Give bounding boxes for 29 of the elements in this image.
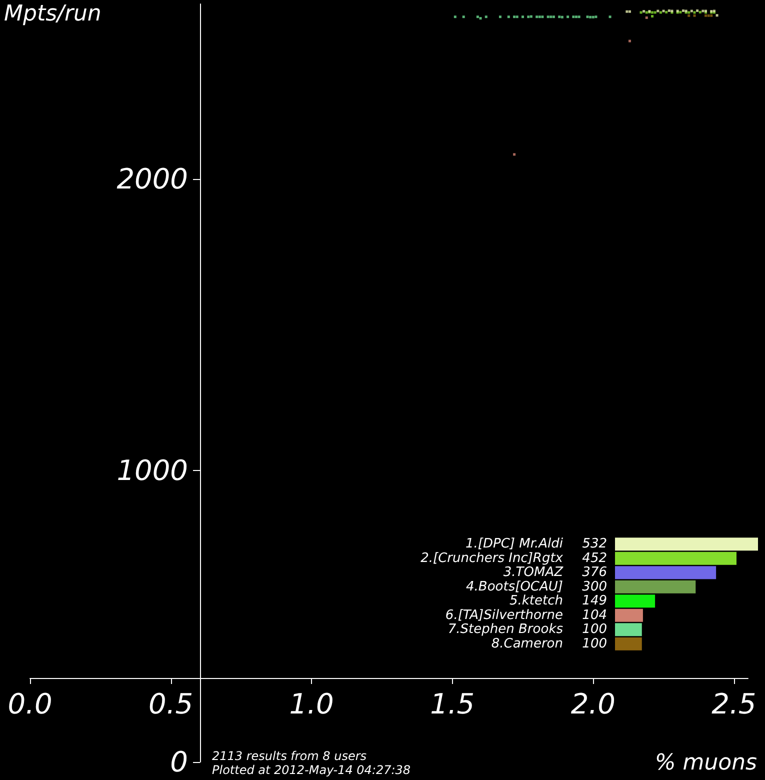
y-tick-label: 1.[DPC] Mr.Aldi <box>466 536 564 552</box>
y-tick-label: 2.[Crunchers Inc]Rgtx <box>420 550 564 566</box>
x-axis-title: % muons <box>654 750 758 776</box>
data-label: 149 <box>582 594 607 609</box>
data-label: 376 <box>582 565 607 580</box>
y-tick-label: 4.Boots[OCAU] <box>466 579 563 594</box>
data-label: 532 <box>582 536 607 552</box>
y-tick-label: 6.[TA]Silverthorne <box>445 608 563 623</box>
data-label: 104 <box>582 608 607 623</box>
data-label: 100 <box>582 636 607 652</box>
y-tick-label: 8.Cameron <box>491 636 563 652</box>
x-tick-label: 2.5 <box>712 688 756 720</box>
x-tick-label: 2.0 <box>570 688 616 720</box>
annotation: 2113 results from 8 users <box>212 749 367 763</box>
text: Plotted at 2012-May-14 04:27:38 <box>212 763 411 777</box>
x-tick-label: 0.0 <box>8 688 52 720</box>
x-tick-label: 1.5 <box>430 688 475 720</box>
x-tick-label: 0.5 <box>148 688 194 720</box>
y-axis-title: Mpts/run <box>4 2 102 26</box>
x-tick-label: 1.0 <box>289 688 334 720</box>
data-label: 100 <box>582 622 607 638</box>
y-tick-label: 1000 <box>116 454 188 487</box>
y-tick-label: 2000 <box>116 162 188 196</box>
y-tick-label: 5.ktetch <box>509 594 563 609</box>
data-label: 452 <box>582 550 607 566</box>
data-label: 300 <box>582 579 607 594</box>
y-tick-label: 0 <box>170 746 188 778</box>
y-tick-label: 7.Stephen Brooks <box>448 622 564 638</box>
y-tick-label: 3.TOMAZ <box>503 565 564 580</box>
